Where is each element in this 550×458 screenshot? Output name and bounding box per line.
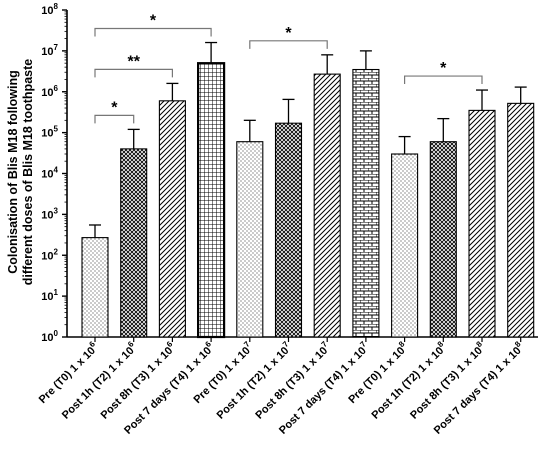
significance-bracket: [94, 114, 135, 124]
y-tick-label: 103: [41, 206, 58, 221]
bar: [120, 148, 148, 338]
significance-brackets: ******: [94, 13, 483, 124]
y-tick-label: 106: [41, 84, 58, 99]
bar: [429, 141, 457, 338]
bar: [274, 122, 303, 338]
bar: [352, 68, 380, 338]
y-tick-label: 102: [41, 247, 58, 262]
y-tick-label: 100: [41, 329, 58, 344]
y-tick-label: 101: [41, 288, 58, 303]
x-axis: [67, 336, 538, 342]
significance-bracket: [404, 75, 483, 85]
significance-label: *: [111, 99, 118, 116]
bar: [197, 62, 226, 339]
y-tick-label: 107: [41, 43, 58, 58]
significance-label: *: [440, 60, 447, 77]
bar: [236, 141, 264, 338]
y-tick-label: 104: [41, 166, 58, 181]
significance-bracket: [94, 68, 173, 78]
significance-bracket: [249, 40, 328, 49]
bars: [81, 41, 535, 339]
bar: [507, 102, 535, 338]
significance-label: *: [150, 13, 157, 30]
bar: [468, 109, 496, 338]
y-tick-label: 105: [41, 125, 58, 140]
bar: [313, 73, 341, 338]
y-axis-label: Colonisation of Blis M18 followingdiffer…: [6, 59, 35, 285]
y-axis: 100 101 102 103 104 105 106 107 108: [41, 2, 68, 344]
y-tick-label: 108: [41, 2, 58, 17]
bar: [81, 237, 109, 338]
significance-label: **: [127, 53, 140, 70]
bar: [158, 100, 186, 338]
significance-label: *: [285, 25, 292, 42]
y-axis-title: Colonisation of Blis M18 followingdiffer…: [6, 59, 35, 285]
significance-bracket: [94, 27, 212, 37]
bar: [391, 153, 419, 338]
